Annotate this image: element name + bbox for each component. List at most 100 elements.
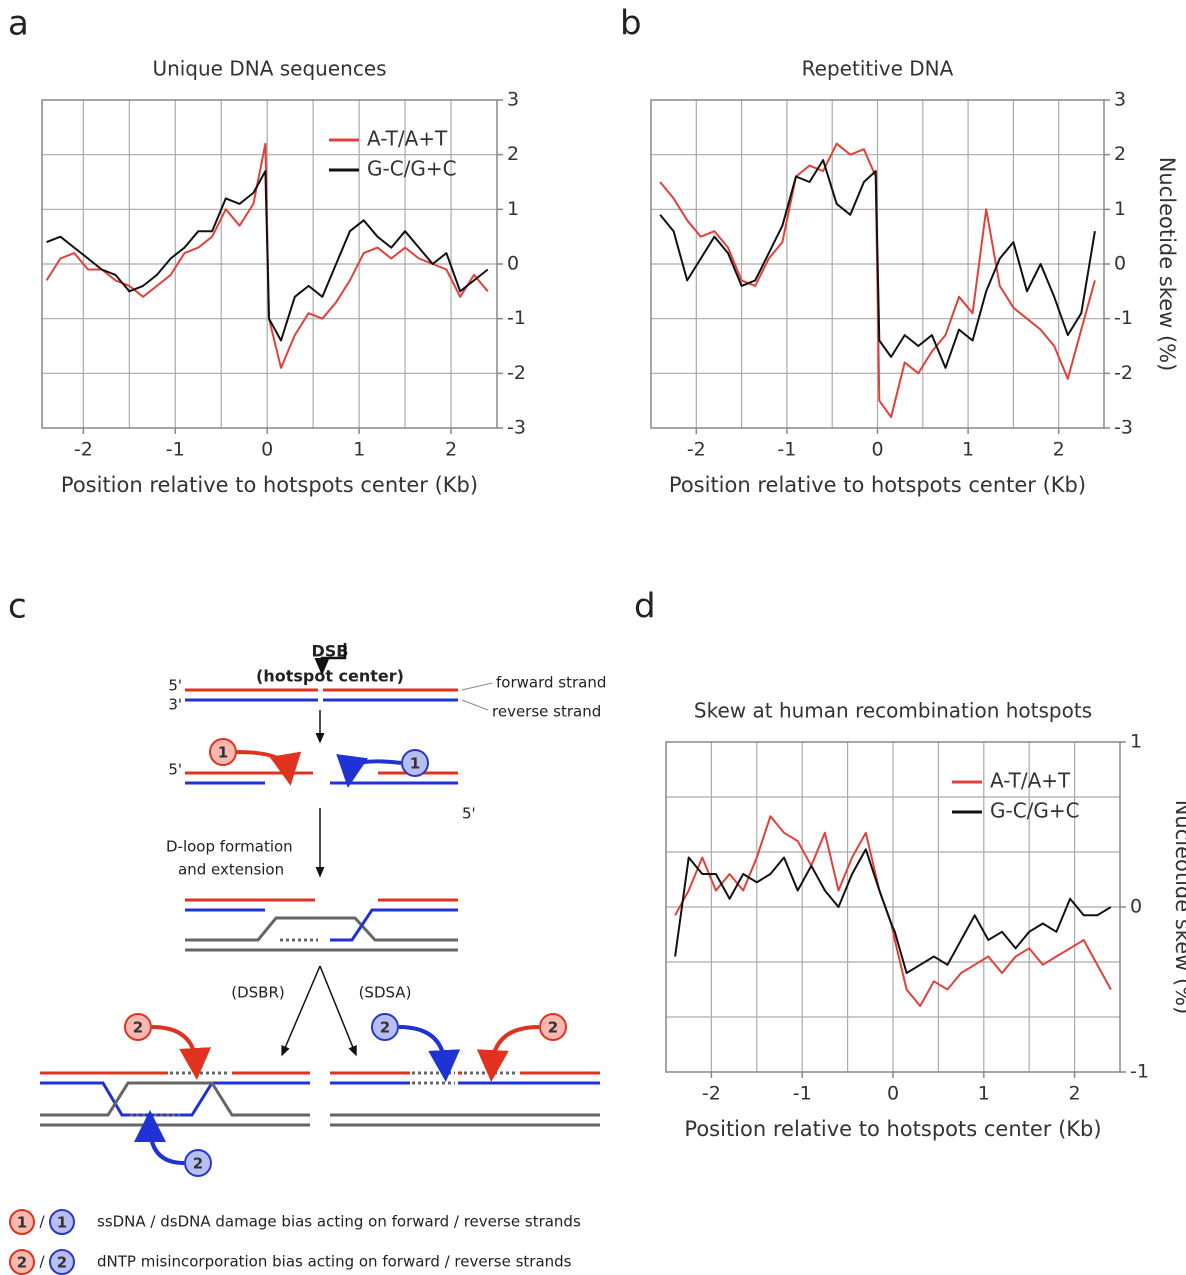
y-tick-label: 2 bbox=[507, 143, 519, 165]
chart: b Repetitive DNA Position relative to hots… bbox=[620, 4, 1179, 498]
y-tick-label: 1 bbox=[507, 198, 519, 220]
diagram: c DSB (hotspot center) 5' 3' forward str… bbox=[8, 587, 606, 1275]
step-number: 2 bbox=[57, 1254, 67, 1272]
step-arrow bbox=[319, 965, 357, 1057]
step-number: 2 bbox=[17, 1254, 27, 1272]
y-axis-label: Nucleotide skew (%) bbox=[1155, 157, 1179, 372]
dsb-sublabel: (hotspot center) bbox=[256, 667, 404, 686]
bias-arrow bbox=[336, 754, 402, 788]
y-tick-label: -3 bbox=[1114, 417, 1133, 439]
chart: d Skew at human recombination hotspots Pos… bbox=[634, 587, 1186, 1142]
y-tick-label: 3 bbox=[1114, 89, 1126, 111]
x-tick-label: 2 bbox=[445, 439, 457, 461]
x-tick-label: -1 bbox=[777, 439, 796, 461]
step-marker bbox=[49, 1209, 75, 1235]
x-tick-label: 1 bbox=[978, 1083, 990, 1105]
x-tick-label: 0 bbox=[871, 439, 883, 461]
y-tick-label: 1 bbox=[1130, 731, 1142, 753]
bias-arrow bbox=[134, 1110, 185, 1165]
x-tick-label: 0 bbox=[261, 439, 273, 461]
step-number: 2 bbox=[548, 1019, 558, 1037]
strand bbox=[185, 916, 458, 942]
x-axis-label: Position relative to hotspots center (Kb… bbox=[669, 473, 1086, 497]
x-tick-label: -2 bbox=[702, 1083, 721, 1105]
panel-letter: b bbox=[620, 4, 642, 44]
strand bbox=[40, 1081, 310, 1117]
legend-slash: / bbox=[39, 1253, 45, 1271]
step-number: 1 bbox=[57, 1214, 67, 1232]
panel-letter: c bbox=[8, 587, 27, 627]
x-tick-label: 2 bbox=[1069, 1083, 1081, 1105]
step-marker bbox=[371, 1013, 399, 1041]
step-number: 2 bbox=[133, 1019, 143, 1037]
leader bbox=[461, 682, 493, 691]
leader bbox=[461, 699, 489, 711]
step-label: D-loop formation bbox=[166, 838, 293, 856]
end-label: 5' bbox=[462, 805, 476, 823]
x-tick-label: -1 bbox=[793, 1083, 812, 1105]
chart-title: Repetitive DNA bbox=[802, 57, 954, 81]
step-marker bbox=[401, 749, 429, 777]
step-marker bbox=[209, 738, 237, 766]
legend-text: dNTP misincorporation bias acting on for… bbox=[97, 1253, 572, 1271]
legend-slash: / bbox=[39, 1213, 45, 1231]
bias-arrow bbox=[236, 750, 302, 786]
y-tick-label: 3 bbox=[507, 89, 519, 111]
step-number: 2 bbox=[380, 1019, 390, 1037]
y-tick-label: 0 bbox=[507, 253, 519, 275]
legend-label: A-T/A+T bbox=[990, 769, 1071, 793]
chart: a Unique DNA sequences Position relative t… bbox=[8, 4, 526, 498]
step-marker bbox=[9, 1249, 35, 1275]
y-tick-label: -3 bbox=[507, 417, 526, 439]
strand-label: forward strand bbox=[496, 674, 606, 692]
panel-letter: a bbox=[8, 4, 29, 44]
step-number: 1 bbox=[410, 755, 420, 773]
y-tick-label: 1 bbox=[1114, 198, 1126, 220]
bias-arrow bbox=[476, 1025, 540, 1082]
x-tick-label: 1 bbox=[962, 439, 974, 461]
y-tick-label: -1 bbox=[1130, 1061, 1149, 1083]
end-label: 3' bbox=[168, 696, 182, 714]
x-tick-label: -2 bbox=[74, 439, 93, 461]
strand-label: reverse strand bbox=[492, 703, 601, 721]
x-axis-label: Position relative to hotspots center (Kb… bbox=[61, 473, 478, 497]
step-marker bbox=[49, 1249, 75, 1275]
y-tick-label: 0 bbox=[1130, 896, 1142, 918]
y-tick-label: -2 bbox=[507, 362, 526, 384]
series-line bbox=[659, 159, 1096, 369]
x-tick-label: 2 bbox=[1053, 439, 1065, 461]
strand bbox=[40, 1081, 310, 1117]
step-marker bbox=[9, 1209, 35, 1235]
y-tick-label: 0 bbox=[1114, 253, 1126, 275]
x-axis-label: Position relative to hotspots center (Kb… bbox=[684, 1117, 1101, 1141]
bias-arrow bbox=[398, 1025, 461, 1082]
step-number: 2 bbox=[193, 1155, 203, 1173]
step-number: 1 bbox=[218, 744, 228, 762]
step-marker bbox=[184, 1149, 212, 1177]
bias-arrow bbox=[151, 1025, 212, 1080]
step-arrow bbox=[281, 965, 321, 1057]
y-tick-label: -1 bbox=[507, 307, 526, 329]
y-tick-label: -1 bbox=[1114, 307, 1133, 329]
pathway-label: (DSBR) bbox=[231, 984, 285, 1002]
y-axis-label: Nucleotide skew (%) bbox=[1171, 800, 1186, 1015]
x-tick-label: 1 bbox=[353, 439, 365, 461]
legend-text: ssDNA / dsDNA damage bias acting on forw… bbox=[97, 1213, 581, 1231]
break-arrow bbox=[314, 643, 347, 676]
chart-title: Skew at human recombination hotspots bbox=[694, 699, 1092, 723]
x-tick-label: -1 bbox=[166, 439, 185, 461]
strand bbox=[330, 908, 458, 942]
dsb-label: DSB bbox=[312, 642, 349, 661]
step-number: 1 bbox=[17, 1214, 27, 1232]
series-line bbox=[46, 170, 489, 342]
x-tick-label: -2 bbox=[687, 439, 706, 461]
end-label: 5' bbox=[168, 761, 182, 779]
y-tick-label: 2 bbox=[1114, 143, 1126, 165]
step-marker bbox=[124, 1013, 152, 1041]
chart-title: Unique DNA sequences bbox=[152, 57, 386, 81]
pathway-label: (SDSA) bbox=[359, 984, 412, 1002]
end-label: 5' bbox=[168, 677, 182, 695]
y-tick-label: -2 bbox=[1114, 362, 1133, 384]
legend-label: G-C/G+C bbox=[367, 157, 457, 181]
